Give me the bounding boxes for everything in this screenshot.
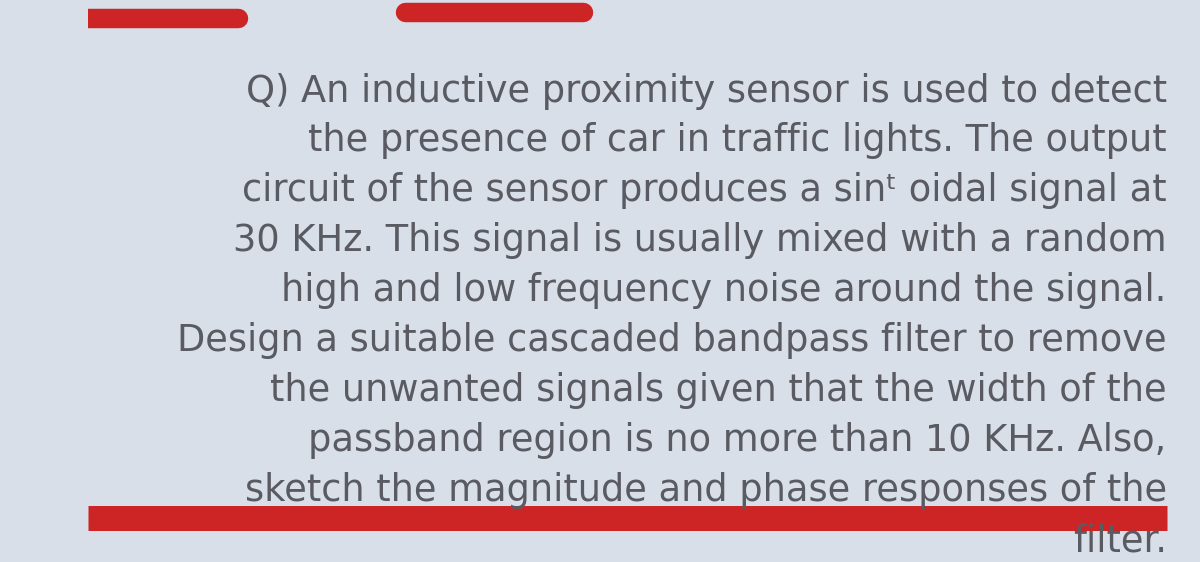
Text: passband region is no more than 10 KHz. Also,: passband region is no more than 10 KHz. …: [308, 422, 1166, 459]
Text: circuit of the sensor produces a sinᵗ oidal signal at: circuit of the sensor produces a sinᵗ oi…: [242, 173, 1166, 210]
Text: 30 KHz. This signal is usually mixed with a random: 30 KHz. This signal is usually mixed wit…: [233, 223, 1166, 260]
Text: Design a suitable cascaded bandpass filter to remove: Design a suitable cascaded bandpass filt…: [178, 322, 1166, 359]
Text: sketch the magnitude and phase responses of the: sketch the magnitude and phase responses…: [245, 472, 1166, 509]
Text: filter.: filter.: [1073, 522, 1166, 559]
Text: high and low frequency noise around the signal.: high and low frequency noise around the …: [281, 273, 1166, 309]
Text: Q) An inductive proximity sensor is used to detect: Q) An inductive proximity sensor is used…: [246, 72, 1166, 110]
Text: the presence of car in traffic lights. The output: the presence of car in traffic lights. T…: [308, 123, 1166, 160]
Text: the unwanted signals given that the width of the: the unwanted signals given that the widt…: [270, 372, 1166, 409]
